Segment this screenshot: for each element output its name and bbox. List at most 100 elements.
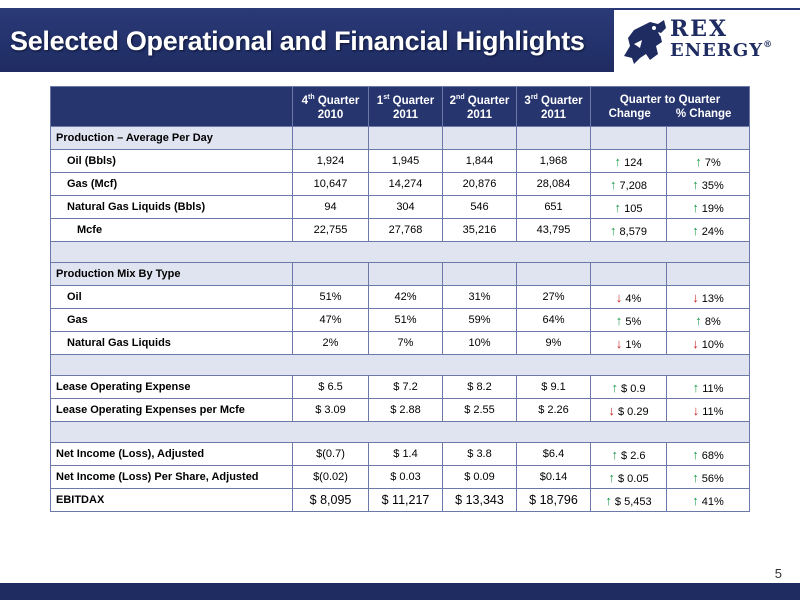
table-row: Lease Operating Expense $ 6.5 $ 7.2 $ 8.2 $ … (50, 375, 751, 399)
pct-change-cell: ↑ 7% (665, 149, 751, 173)
row-label: Natural Gas Liquids (Bbls) (50, 195, 293, 219)
up-arrow-icon: ↑ (611, 446, 618, 462)
logo-energy-word: ENERGY (670, 40, 764, 61)
up-arrow-icon: ↑ (692, 222, 699, 238)
value-cell-q1-2011: 14,274 (368, 172, 443, 196)
value-cell-q3-2011: 9% (516, 331, 591, 355)
pct-change-cell-value: 7% (704, 156, 721, 169)
empty-cell (368, 262, 443, 286)
down-arrow-icon: ↓ (608, 402, 615, 418)
pct-change-cell-value: 19% (701, 202, 724, 215)
value-cell-q1-2011: 27,768 (368, 218, 443, 242)
value-cell-q4-2010: $ 3.09 (292, 398, 369, 422)
value-cell-q2-2011: 1,844 (442, 149, 517, 173)
table-row: Oil 51% 42% 31% 27% ↓ 4% ↓ 13% (50, 285, 751, 309)
value-cell-q1-2011: $ 2.88 (368, 398, 443, 422)
change-cell-value: $ 5,453 (614, 495, 652, 508)
section-label: Production Mix By Type (50, 262, 293, 286)
up-arrow-icon: ↑ (608, 469, 615, 485)
value-cell-q4-2010: 51% (292, 285, 369, 309)
table-row: EBITDAX $ 8,095 $ 11,217 $ 13,343 $ 18,796 ↑ … (50, 488, 751, 512)
empty-cell (292, 126, 369, 150)
value-cell-q2-2011: 10% (442, 331, 517, 355)
row-label: EBITDAX (50, 488, 293, 512)
up-arrow-icon: ↑ (615, 312, 623, 328)
logo-text-energy: ENERGY® (670, 40, 773, 61)
down-arrow-icon: ↓ (615, 289, 623, 305)
value-cell-q1-2011: $ 11,217 (368, 488, 443, 512)
up-arrow-icon: ↑ (695, 153, 702, 169)
value-cell-q1-2011: 1,945 (368, 149, 443, 173)
table-header-row: 4th Quarter 2010 1st Quarter 2011 2nd Quar… (50, 86, 751, 127)
change-cell-value: 8,579 (619, 225, 648, 238)
pct-change-cell-value: 13% (701, 292, 724, 305)
empty-cell (442, 262, 517, 286)
change-cell-value: $ 0.29 (617, 405, 649, 418)
down-arrow-icon: ↓ (615, 335, 623, 351)
table-row: Net Income (Loss), Adjusted $(0.7) $ 1.4 $ … (50, 442, 751, 466)
change-cell: ↑ $ 0.9 (590, 375, 667, 399)
up-arrow-icon: ↑ (692, 176, 699, 192)
change-cell: ↑ 105 (590, 195, 667, 219)
highlights-table: 4th Quarter 2010 1st Quarter 2011 2nd Quar… (49, 86, 751, 512)
pct-change-cell: ↑ 24% (665, 218, 751, 242)
empty-cell (590, 126, 667, 150)
value-cell-q4-2010: 10,647 (292, 172, 369, 196)
change-cell: ↑ $ 0.05 (590, 465, 667, 489)
footer-bar (0, 583, 800, 600)
up-arrow-icon: ↑ (611, 379, 618, 395)
change-cell-value: 4% (625, 292, 642, 305)
value-cell-q4-2010: $ 8,095 (292, 488, 369, 512)
change-cell: ↑ 7,208 (590, 172, 667, 196)
value-cell-q3-2011: $ 2.26 (516, 398, 591, 422)
spacer-cell (49, 354, 751, 376)
value-cell-q1-2011: 42% (368, 285, 443, 309)
row-label: Natural Gas Liquids (50, 331, 293, 355)
change-cell-value: 105 (624, 202, 643, 215)
change-cell-value: $ 2.6 (621, 449, 646, 462)
pct-change-cell: ↑ 8% (665, 308, 751, 332)
value-cell-q4-2010: 47% (292, 308, 369, 332)
value-cell-q2-2011: 31% (442, 285, 517, 309)
value-cell-q3-2011: 27% (516, 285, 591, 309)
empty-cell (292, 262, 369, 286)
up-arrow-icon: ↑ (609, 176, 617, 192)
change-cell-value: $ 0.9 (621, 382, 646, 395)
empty-cell (516, 126, 591, 150)
change-cell-value: 124 (624, 156, 643, 169)
empty-cell (442, 126, 517, 150)
highlights-table-container: 4th Quarter 2010 1st Quarter 2011 2nd Quar… (49, 86, 751, 512)
value-cell-q1-2011: $ 7.2 (368, 375, 443, 399)
value-cell-q2-2011: $ 13,343 (442, 488, 517, 512)
section-label: Production – Average Per Day (50, 126, 293, 150)
up-arrow-icon: ↑ (605, 492, 612, 508)
row-label: Lease Operating Expense (50, 375, 293, 399)
value-cell-q2-2011: 35,216 (442, 218, 517, 242)
empty-cell (368, 126, 443, 150)
pct-change-cell: ↑ 41% (665, 488, 751, 512)
pct-change-cell: ↑ 56% (665, 465, 751, 489)
value-cell-q4-2010: $(0.02) (292, 465, 369, 489)
change-cell-value: $ 0.05 (617, 472, 649, 485)
header-quarter-to-quarter: Quarter to Quarter Change % Change (589, 86, 751, 127)
pct-change-cell-value: 41% (701, 495, 724, 508)
change-cell: ↑ 124 (590, 149, 667, 173)
row-label: Gas (50, 308, 293, 332)
pct-change-cell: ↓ 11% (665, 398, 751, 422)
empty-cell (516, 262, 591, 286)
empty-cell (665, 126, 751, 150)
value-cell-q1-2011: 51% (368, 308, 443, 332)
pct-change-cell: ↑ 19% (665, 195, 751, 219)
value-cell-q4-2010: $(0.7) (292, 442, 369, 466)
value-cell-q1-2011: 7% (368, 331, 443, 355)
value-cell-q4-2010: $ 6.5 (292, 375, 369, 399)
empty-cell (665, 262, 751, 286)
header-qtq-title: Quarter to Quarter (619, 93, 721, 106)
value-cell-q3-2011: 1,968 (516, 149, 591, 173)
table-row: Natural Gas Liquids (Bbls) 94 304 546 651 ↑ 1… (50, 195, 751, 219)
pct-change-cell-value: 10% (701, 338, 724, 351)
company-logo: REX ENERGY® (614, 10, 800, 72)
section-header-row: Production Mix By Type (50, 262, 751, 286)
down-arrow-icon: ↓ (692, 289, 699, 305)
pct-change-cell: ↑ 68% (665, 442, 751, 466)
